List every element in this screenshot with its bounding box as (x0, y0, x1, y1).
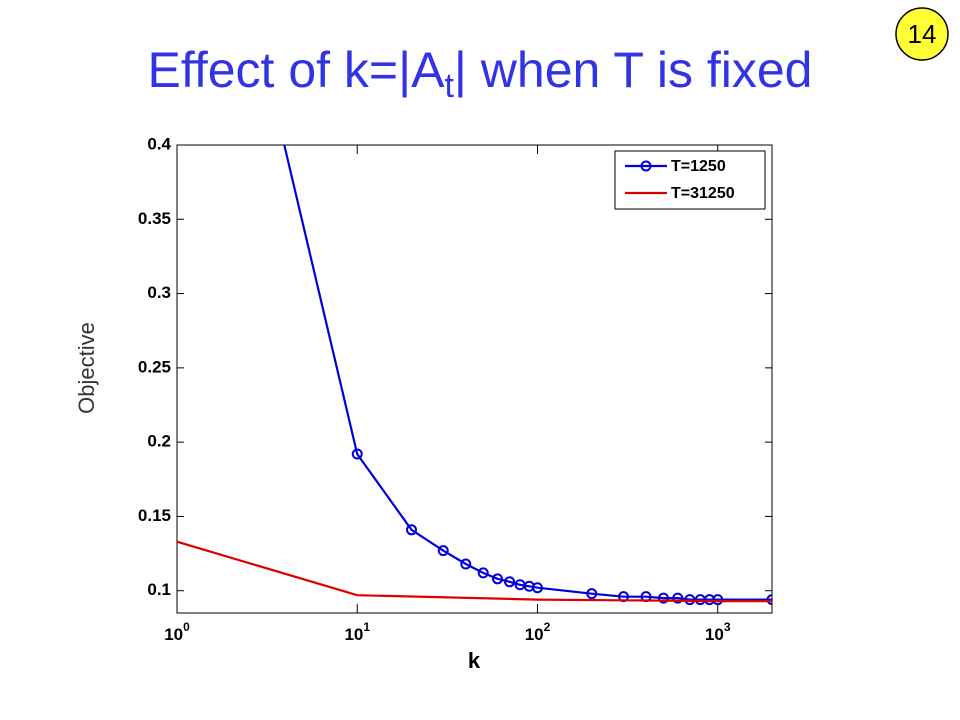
point-marker (504, 576, 516, 588)
x-tick-label: 101 (344, 620, 370, 644)
point-marker (351, 448, 363, 460)
x-tick-label: 100 (164, 620, 190, 644)
title-part: | when T is fixed (454, 42, 813, 98)
y-tick-label: 0.1 (147, 580, 171, 599)
plot-frame (176, 144, 773, 614)
y-tick-label: 0.3 (147, 283, 171, 302)
point-marker (586, 588, 598, 600)
plot-area (177, 145, 772, 606)
point-marker (531, 582, 543, 594)
legend-box (614, 150, 766, 210)
page-badge (895, 7, 949, 61)
y-tick-label: 0.35 (138, 209, 171, 228)
tick-exponent: 0 (183, 620, 190, 634)
y-tick-label: 0.25 (138, 357, 171, 376)
tick-base: 10 (344, 625, 363, 644)
point-marker (657, 592, 669, 604)
y-tick-label: 0.15 (138, 506, 171, 525)
legend-label: T=31250 (671, 185, 735, 202)
tick-base: 10 (164, 625, 183, 644)
series-line (283, 145, 772, 601)
point-marker (766, 594, 772, 606)
tick-base: 10 (525, 625, 544, 644)
y-tick-label: 0.2 (147, 432, 171, 451)
series-line (177, 540, 772, 603)
point-marker (712, 594, 724, 606)
x-tick-label: 103 (705, 620, 731, 644)
point-marker (460, 558, 472, 570)
tick-exponent: 3 (724, 620, 731, 634)
point-marker (477, 567, 489, 579)
page-number: 14 (908, 19, 937, 49)
title-part: Effect of k=|A (148, 42, 446, 98)
tick-exponent: 1 (363, 620, 370, 634)
legend-marker (640, 160, 652, 172)
slide-title: Effect of k=|At| when T is fixed (148, 42, 813, 105)
x-axis-label: k (468, 648, 481, 673)
point-marker (437, 545, 449, 557)
x-tick-label: 102 (525, 620, 551, 644)
y-tick-label: 0.4 (147, 134, 171, 153)
tick-exponent: 2 (544, 620, 551, 634)
point-marker (672, 592, 684, 604)
point-marker (684, 594, 696, 606)
title-subscript: t (444, 67, 454, 105)
y-axis-label: Objective (74, 322, 99, 414)
legend-label: T=1250 (671, 158, 726, 175)
point-marker (492, 573, 504, 585)
point-marker (406, 524, 418, 536)
tick-base: 10 (705, 625, 724, 644)
